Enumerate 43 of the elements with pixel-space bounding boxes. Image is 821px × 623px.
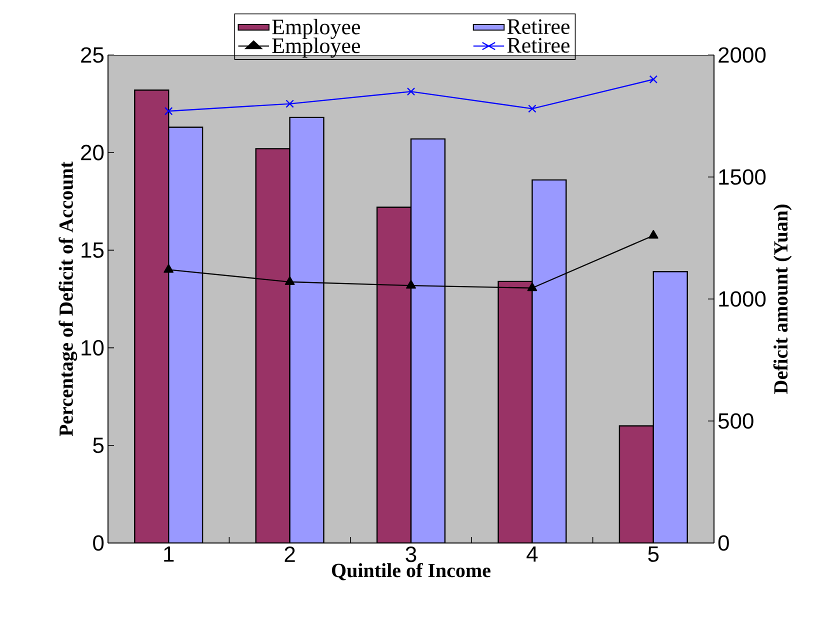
x-tick-label: 2 <box>284 546 295 562</box>
bar <box>410 138 446 543</box>
x-axis-title: Quintile of Income <box>332 562 490 580</box>
point <box>528 104 536 113</box>
y-tick-label: 25 <box>81 47 104 63</box>
bar <box>134 90 170 543</box>
x-tick-label: 3 <box>406 546 416 562</box>
point <box>406 280 416 289</box>
y-tick-label: 15 <box>82 242 104 258</box>
y-tick-label: 5 <box>93 438 104 454</box>
legend-label: Retiree <box>507 19 570 34</box>
y-tick-label: 20 <box>81 144 104 160</box>
point <box>286 100 294 108</box>
point <box>527 282 538 292</box>
legend-label: Retiree <box>507 38 570 53</box>
point <box>649 75 658 84</box>
y2-tick-label: 0 <box>718 535 729 551</box>
y2-tick-label: 500 <box>718 413 754 429</box>
legend-label: Employee <box>272 38 360 58</box>
bar <box>255 148 290 543</box>
y-tick-label: 10 <box>82 340 104 356</box>
x-tick-label: 4 <box>526 546 538 562</box>
y2-tick-label: 1500 <box>719 169 766 185</box>
legend-label: Employee <box>272 18 360 39</box>
x-tick-label: 5 <box>648 546 659 562</box>
bar <box>376 206 412 543</box>
bar <box>618 425 654 543</box>
y-axis-title: Percentage of Deficit of Account <box>58 162 78 436</box>
y-tick-label: 0 <box>93 535 104 551</box>
bar <box>289 116 324 543</box>
y2-axis-title: Deficit amount (Yuan) <box>773 204 792 394</box>
bar <box>532 179 567 543</box>
y2-tick-label: 1000 <box>719 291 766 307</box>
bar <box>652 271 688 543</box>
point <box>164 106 173 116</box>
x-tick-label: 1 <box>164 546 174 562</box>
point <box>648 230 658 239</box>
point <box>406 87 416 96</box>
point <box>284 276 295 286</box>
point <box>164 264 174 273</box>
y2-tick-label: 2000 <box>718 47 766 63</box>
bar <box>498 280 533 543</box>
bar <box>168 126 204 543</box>
